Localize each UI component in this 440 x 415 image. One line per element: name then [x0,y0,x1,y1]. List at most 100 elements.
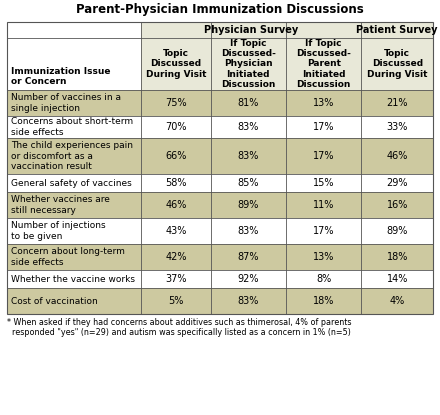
Bar [7,192,141,218]
Bar [286,138,361,174]
Bar [361,138,433,174]
Bar [211,138,286,174]
Text: 83%: 83% [238,296,259,306]
Text: Cost of vaccination: Cost of vaccination [11,296,98,305]
Text: 11%: 11% [313,200,334,210]
Text: 83%: 83% [238,226,259,236]
Bar [141,116,211,138]
Bar [286,288,361,314]
Text: 81%: 81% [238,98,259,108]
Bar [141,288,211,314]
Bar [141,174,211,192]
Text: Physician Survey: Physician Survey [204,25,298,35]
Text: If Topic
Discussed-
Parent
Initiated
Discussion: If Topic Discussed- Parent Initiated Dis… [296,39,351,89]
Bar [361,218,433,244]
Bar [211,244,286,270]
Text: * When asked if they had concerns about additives such as thimerosal, 4% of pare: * When asked if they had concerns about … [7,318,352,337]
Text: 29%: 29% [386,178,408,188]
Text: The child experiences pain
or discomfort as a
vaccination result: The child experiences pain or discomfort… [11,141,133,171]
Text: 14%: 14% [386,274,408,284]
Text: 89%: 89% [238,200,259,210]
Text: 21%: 21% [386,98,408,108]
Bar [141,22,361,38]
Bar [211,116,286,138]
Text: 75%: 75% [165,98,187,108]
Bar [7,90,141,116]
Bar [7,38,141,90]
Text: 92%: 92% [238,274,259,284]
Bar [286,116,361,138]
Bar [7,174,141,192]
Bar [286,192,361,218]
Text: 87%: 87% [238,252,259,262]
Bar [286,218,361,244]
Text: Number of vaccines in a
single injection: Number of vaccines in a single injection [11,93,121,113]
Bar [7,116,141,138]
Text: Whether the vaccine works: Whether the vaccine works [11,274,135,283]
Text: 17%: 17% [313,122,334,132]
Bar [361,22,433,38]
Text: Number of injections
to be given: Number of injections to be given [11,221,106,241]
Text: 37%: 37% [165,274,187,284]
Text: 66%: 66% [165,151,187,161]
Text: 70%: 70% [165,122,187,132]
Bar [141,138,211,174]
Bar [141,270,211,288]
Text: 42%: 42% [165,252,187,262]
Bar [361,244,433,270]
Bar [286,38,361,90]
Bar [7,22,433,314]
Text: 43%: 43% [165,226,187,236]
Bar [286,244,361,270]
Bar [361,174,433,192]
Text: Whether vaccines are
still necessary: Whether vaccines are still necessary [11,195,110,215]
Bar [7,218,141,244]
Bar [211,174,286,192]
Text: 85%: 85% [238,178,259,188]
Text: 18%: 18% [313,296,334,306]
Bar [361,38,433,90]
Bar [7,22,141,38]
Text: Concerns about short-term
side effects: Concerns about short-term side effects [11,117,133,137]
Bar [7,244,141,270]
Bar [361,288,433,314]
Bar [286,174,361,192]
Text: 17%: 17% [313,226,334,236]
Bar [141,38,211,90]
Bar [7,288,141,314]
Text: 5%: 5% [168,296,183,306]
Bar [361,192,433,218]
Text: 89%: 89% [386,226,408,236]
Text: 18%: 18% [386,252,408,262]
Bar [7,138,141,174]
Text: Immunization Issue
or Concern: Immunization Issue or Concern [11,66,110,86]
Text: Topic
Discussed
During Visit: Topic Discussed During Visit [146,49,206,79]
Text: 17%: 17% [313,151,334,161]
Text: 83%: 83% [238,122,259,132]
Bar [211,218,286,244]
Bar [361,116,433,138]
Text: 8%: 8% [316,274,331,284]
Text: Patient Survey: Patient Survey [356,25,438,35]
Text: 13%: 13% [313,252,334,262]
Bar [141,218,211,244]
Bar [141,192,211,218]
Text: 83%: 83% [238,151,259,161]
Bar [211,90,286,116]
Bar [361,270,433,288]
Text: If Topic
Discussed-
Physician
Initiated
Discussion: If Topic Discussed- Physician Initiated … [221,39,276,89]
Text: 33%: 33% [386,122,408,132]
Text: 4%: 4% [389,296,405,306]
Bar [286,270,361,288]
Bar [141,90,211,116]
Bar [7,270,141,288]
Text: 46%: 46% [165,200,187,210]
Bar [286,90,361,116]
Text: 58%: 58% [165,178,187,188]
Text: 13%: 13% [313,98,334,108]
Bar [211,288,286,314]
Text: Topic
Discussed
During Visit: Topic Discussed During Visit [367,49,428,79]
Bar [361,90,433,116]
Text: 46%: 46% [386,151,408,161]
Bar [7,22,433,314]
